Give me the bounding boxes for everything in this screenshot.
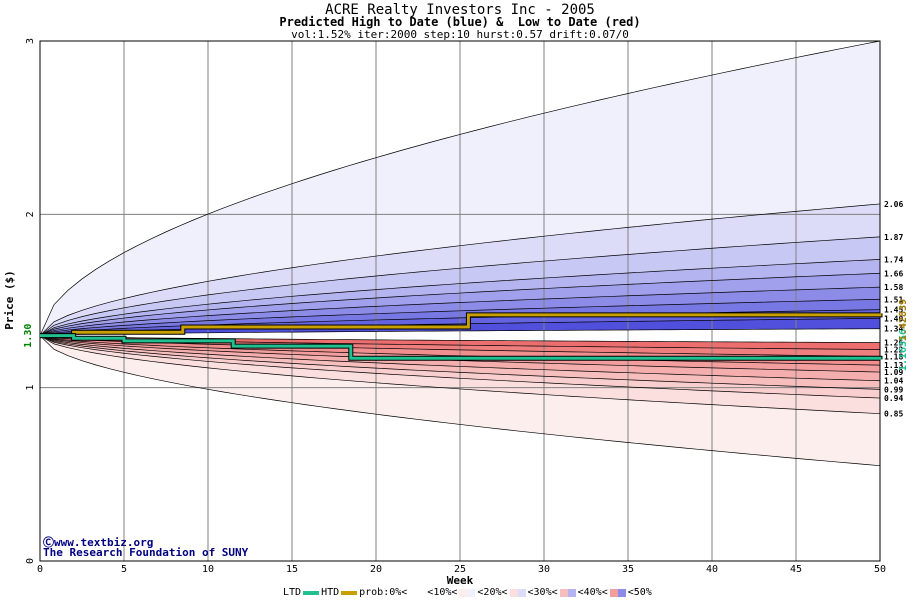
band-end-label-11: 1.18 [884, 352, 903, 361]
band-end-label-8: 1.34 [884, 325, 903, 334]
band-line-18 [39, 40, 881, 336]
x-tick-label-0: 0 [37, 564, 43, 575]
legend-p40-label: <40%< [577, 587, 608, 598]
legend-swatch-10 [459, 588, 476, 597]
legend-p20-label: <20%< [477, 587, 508, 598]
start-price-label: 1.30 [23, 324, 34, 348]
band-line-1 [39, 236, 881, 336]
x-tick-label-10: 50 [874, 564, 886, 575]
band-line-6 [39, 309, 881, 337]
band-line-14 [39, 335, 881, 382]
plot-frame [39, 40, 881, 562]
y-tick-label-0: 0 [25, 558, 36, 564]
legend-p10-label: <10%< [427, 587, 458, 598]
band-end-label-9: 1.26 [884, 339, 903, 348]
band-end-label-16: 0.94 [884, 394, 903, 403]
x-tick-label-1: 5 [121, 564, 127, 575]
band-line-2 [39, 259, 881, 336]
band-end-label-0: 2.06 [884, 200, 903, 209]
legend-p30-label: <30%< [527, 587, 558, 598]
legend-htd-label: HTD [321, 587, 340, 598]
chart-title: ACRE Realty Investors Inc - 2005 [325, 2, 595, 18]
upper-band-4 [40, 273, 880, 336]
band-end-label-13: 1.09 [884, 368, 903, 377]
x-tick-label-6: 30 [538, 564, 550, 575]
legend-swatch-0 [409, 588, 426, 597]
upper-band-2 [40, 236, 880, 336]
legend-ltd-swatch [303, 590, 320, 595]
band-line-9 [39, 335, 881, 343]
band-end-label-12: 1.13 [884, 361, 903, 370]
band-end-label-5: 1.51 [884, 295, 903, 304]
band-line-4 [39, 286, 881, 336]
band-end-label-4: 1.58 [884, 283, 903, 292]
band-line-5 [39, 298, 881, 337]
band-end-label-1: 1.87 [884, 233, 903, 242]
upper-band-5 [40, 287, 880, 336]
y-tick-label-2: 2 [25, 211, 36, 217]
lower-band-4 [40, 335, 880, 381]
band-line-7 [39, 317, 881, 337]
band-line-11 [39, 335, 881, 357]
band-line-0 [39, 203, 881, 336]
legend-ltd-label: LTD [283, 587, 302, 598]
credit-organization: The Research Foundation of SUNY [43, 546, 249, 559]
band-line-17 [39, 335, 881, 415]
legend: LTD HTD prob:0%< <10%< <20%< <30%< <40%<… [283, 587, 652, 598]
band-end-label-3: 1.66 [884, 269, 903, 278]
band-end-label-10: 1.22 [884, 346, 903, 355]
y-tick-label-1: 1 [25, 385, 36, 391]
x-tick-label-8: 40 [706, 564, 718, 575]
lower-band-2 [40, 335, 880, 399]
band-end-label-6: 1.45 [884, 306, 903, 315]
band-end-label-7: 1.40 [884, 314, 903, 323]
upper-band-3 [40, 259, 880, 336]
legend-p50-label: <50% [627, 587, 652, 598]
band-line-3 [39, 272, 881, 336]
legend-swatch-40 [609, 588, 626, 597]
band-end-label-14: 1.04 [884, 377, 903, 386]
upper-band-1 [40, 203, 880, 336]
band-line-16 [39, 335, 881, 399]
legend-swatch-30 [559, 588, 576, 597]
x-tick-label-5: 25 [454, 564, 466, 575]
x-tick-label-4: 20 [370, 564, 382, 575]
band-end-label-17: 0.85 [884, 410, 903, 419]
legend-swatch-20 [509, 588, 526, 597]
ltd-line [40, 334, 882, 360]
credit-website: Ⓒwww.textbiz.org [43, 536, 154, 549]
band-line-19 [39, 335, 881, 467]
x-tick-label-3: 15 [286, 564, 298, 575]
lower-band-5 [40, 335, 880, 373]
chart-subtitle: Predicted High to Date (blue) & Low to D… [279, 15, 641, 29]
y-tick-label-3: 3 [25, 38, 36, 44]
lower-band-3 [40, 335, 880, 390]
x-tick-label-9: 45 [790, 564, 802, 575]
x-axis-label: Week [447, 574, 474, 587]
chart-parameters: vol:1.52% iter:2000 step:10 hurst:0.57 d… [291, 28, 629, 41]
band-end-label-15: 0.99 [884, 385, 903, 394]
legend-prob-label: prob:0%< [359, 587, 408, 598]
htd-end-label: 1.42839 [898, 299, 909, 341]
band-line-15 [39, 335, 881, 390]
x-tick-label-2: 10 [202, 564, 214, 575]
lower-band-1 [40, 335, 880, 414]
ltd-end-label: 1.16356 [898, 329, 909, 371]
legend-htd-swatch [341, 590, 358, 595]
x-tick-label-7: 35 [622, 564, 634, 575]
y-axis-label: Price ($) [3, 270, 16, 330]
band-end-label-2: 1.74 [884, 255, 903, 264]
